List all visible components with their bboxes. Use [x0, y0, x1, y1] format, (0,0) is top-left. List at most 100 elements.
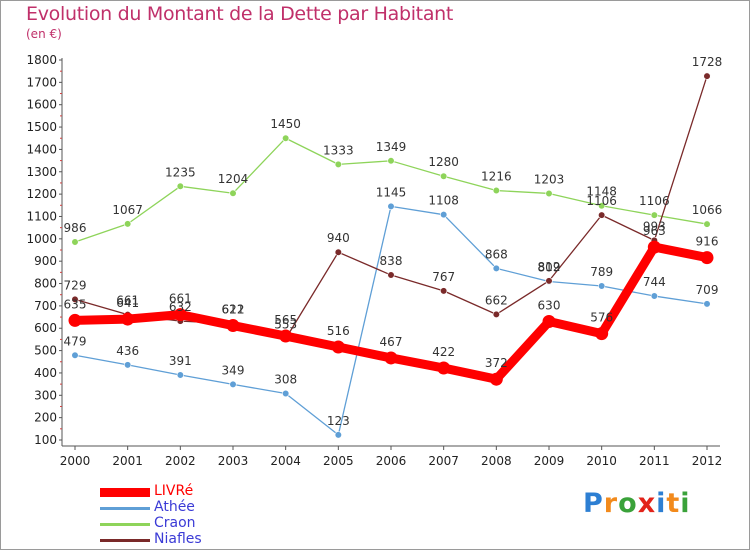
y-tick-label: 1400 [26, 142, 57, 156]
data-label: 372 [485, 356, 508, 370]
data-point [595, 327, 609, 341]
y-tick-label: 100 [34, 433, 57, 447]
data-label: 812 [538, 260, 561, 274]
data-label: 661 [116, 294, 139, 308]
data-label: 1216 [481, 170, 512, 184]
data-point [279, 329, 293, 343]
data-point [700, 251, 714, 265]
data-point [334, 160, 342, 168]
data-label: 553 [274, 318, 297, 332]
x-tick-label: 2005 [323, 454, 354, 468]
data-point [176, 182, 184, 190]
y-tick-label: 1800 [26, 53, 57, 67]
data-point [598, 202, 606, 210]
y-tick-label: 300 [34, 388, 57, 402]
data-point [489, 372, 503, 386]
data-label: 516 [327, 324, 350, 338]
data-point [437, 361, 451, 375]
data-point [173, 308, 187, 322]
chart-subtitle: (en €) [26, 27, 62, 41]
data-point [334, 431, 342, 439]
data-label: 963 [643, 224, 666, 238]
y-tick-label: 1500 [26, 120, 57, 134]
data-label: 436 [116, 344, 139, 358]
y-tick-label: 1300 [26, 165, 57, 179]
legend-swatch [100, 507, 150, 510]
data-point [387, 157, 395, 165]
y-tick-label: 1600 [26, 98, 57, 112]
line-chart: 100 200 300 400 500 600 700 800 900 1000 1100 1200 1… [26, 53, 723, 468]
logo-letter: i [680, 488, 691, 519]
legend-swatch [100, 523, 150, 526]
chart-title: Evolution du Montant de la Dette par Hab… [26, 3, 454, 25]
x-tick-label: 2002 [165, 454, 196, 468]
logo-letter: x [637, 488, 657, 519]
logo-letter: o [618, 488, 638, 519]
data-point [71, 351, 79, 359]
y-tick-label: 1100 [26, 209, 57, 223]
data-label: 1145 [376, 185, 407, 199]
data-label: 612 [222, 303, 245, 317]
y-tick-label: 500 [34, 344, 57, 358]
data-point [124, 220, 132, 228]
data-point [598, 211, 606, 219]
data-point [176, 371, 184, 379]
data-label: 916 [696, 235, 719, 249]
data-label: 1108 [428, 194, 459, 208]
data-point [68, 313, 82, 327]
data-point [440, 287, 448, 295]
data-point [703, 220, 711, 228]
data-label: 123 [327, 414, 350, 428]
legend-swatch [100, 539, 150, 542]
data-label: 986 [64, 221, 87, 235]
data-point [492, 310, 500, 318]
data-label: 1450 [270, 117, 301, 131]
data-label: 1333 [323, 143, 354, 157]
data-label: 662 [485, 293, 508, 307]
data-label: 1106 [639, 194, 670, 208]
data-label: 767 [432, 270, 455, 284]
data-label: 565 [274, 313, 297, 327]
data-point [542, 315, 556, 329]
legend-swatch [100, 488, 150, 497]
data-label: 479 [64, 334, 87, 348]
data-point [282, 134, 290, 142]
data-label: 661 [169, 292, 192, 306]
x-tick-label: 2009 [534, 454, 565, 468]
y-tick-label: 900 [34, 254, 57, 268]
data-point [545, 189, 553, 198]
x-tick-label: 2011 [639, 454, 670, 468]
data-point [650, 211, 658, 219]
data-point [387, 271, 395, 279]
data-label: 1066 [692, 203, 723, 217]
data-label: 391 [169, 354, 192, 368]
y-tick-label: 800 [34, 277, 57, 291]
data-point [331, 340, 345, 354]
y-tick-label: 1200 [26, 187, 57, 201]
x-tick-label: 2008 [481, 454, 512, 468]
logo-letter: P [583, 488, 604, 519]
proxiti-logo: Proxiti [583, 488, 691, 519]
data-point [492, 186, 500, 195]
logo-letter: t [666, 488, 681, 519]
x-tick-label: 2000 [60, 454, 91, 468]
data-label: 349 [222, 363, 245, 377]
y-tick-label: 700 [34, 299, 57, 313]
x-tick-label: 2004 [270, 454, 301, 468]
data-point [492, 264, 500, 272]
data-label: 744 [643, 275, 666, 289]
data-label: 621 [222, 303, 245, 317]
x-tick-label: 2001 [112, 454, 143, 468]
data-point [282, 389, 290, 398]
data-point [121, 312, 135, 326]
data-label: 789 [590, 265, 613, 279]
data-label: 467 [380, 335, 403, 349]
data-point [71, 238, 79, 246]
data-point [598, 282, 606, 290]
data-label: 940 [327, 231, 350, 245]
data-label: 1728 [692, 55, 723, 69]
y-tick-label: 200 [34, 411, 57, 425]
data-point [229, 380, 237, 388]
legend-label: Niafles [154, 531, 202, 547]
x-tick-label: 2007 [428, 454, 459, 468]
